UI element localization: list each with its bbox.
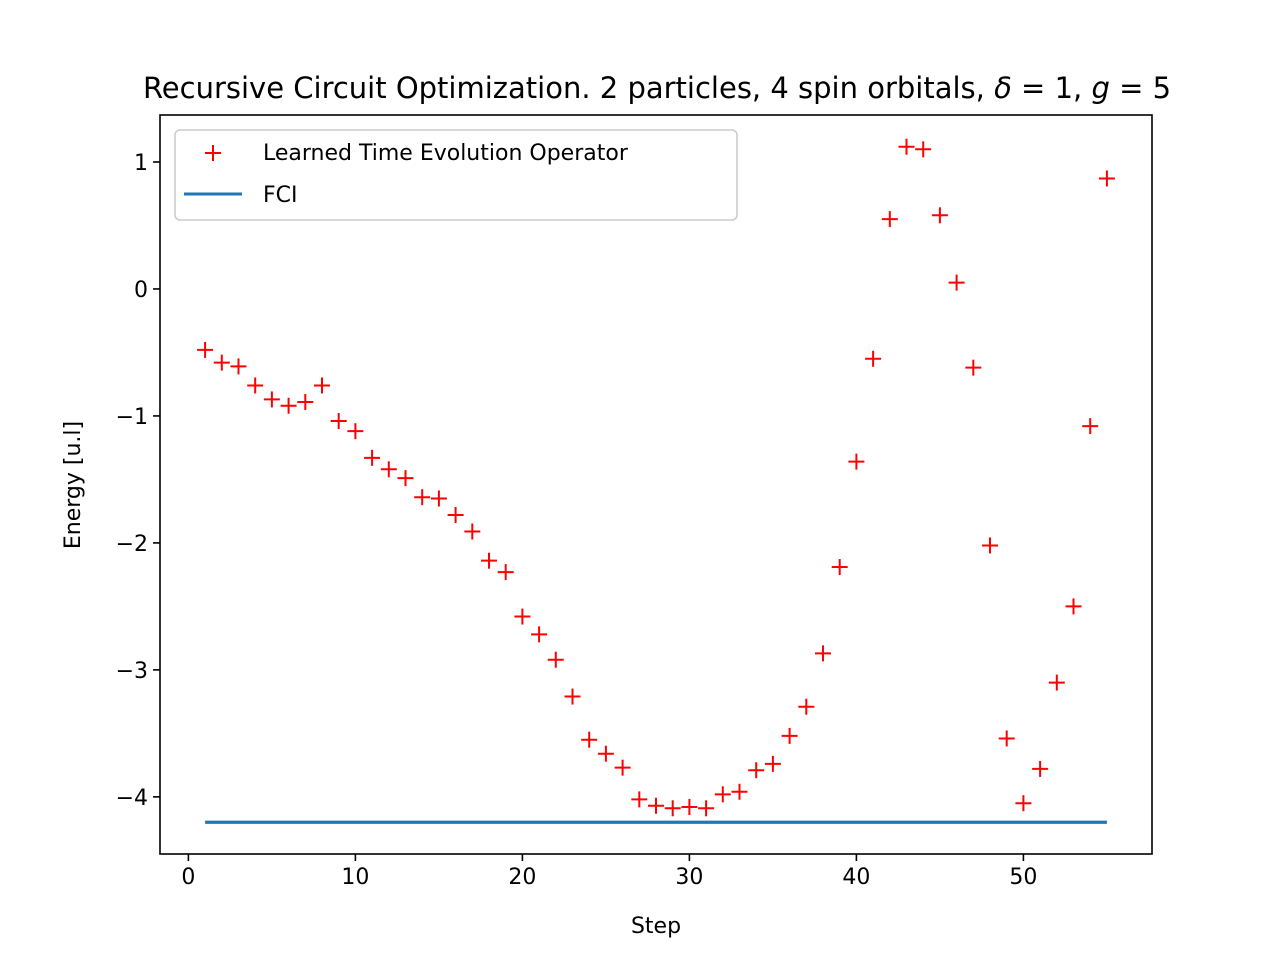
legend-item-learned: Learned Time Evolution Operator bbox=[205, 141, 629, 166]
data-point bbox=[414, 489, 431, 506]
data-point bbox=[698, 800, 715, 817]
data-point bbox=[714, 786, 731, 803]
data-point bbox=[197, 341, 214, 358]
x-tick-label: 50 bbox=[1009, 865, 1037, 890]
data-point bbox=[965, 359, 982, 376]
data-point bbox=[497, 564, 514, 581]
data-point bbox=[1098, 170, 1115, 187]
data-point bbox=[1015, 795, 1032, 812]
y-tick-label: 1 bbox=[134, 151, 148, 176]
chart-title: Recursive Circuit Optimization. 2 partic… bbox=[143, 71, 1171, 105]
y-axis-label: Energy [u.l] bbox=[61, 421, 86, 549]
data-point bbox=[898, 138, 915, 155]
y-tick-label: 0 bbox=[134, 278, 148, 303]
data-point bbox=[848, 453, 865, 470]
data-point bbox=[648, 797, 664, 814]
axes-frame bbox=[159, 114, 1153, 855]
data-point bbox=[1082, 418, 1099, 435]
data-point bbox=[597, 745, 614, 762]
data-point bbox=[781, 727, 798, 744]
data-point bbox=[1032, 760, 1049, 777]
x-tick-label: 10 bbox=[341, 865, 369, 890]
y-tick-label: −2 bbox=[116, 532, 148, 557]
data-point bbox=[531, 626, 548, 643]
data-point bbox=[982, 537, 999, 554]
data-point bbox=[247, 377, 264, 394]
data-point bbox=[581, 731, 598, 748]
data-point bbox=[263, 391, 280, 408]
legend-label-fci: FCI bbox=[263, 183, 298, 208]
x-tick-label: 0 bbox=[181, 865, 195, 890]
x-tick-label: 20 bbox=[508, 865, 536, 890]
data-point bbox=[631, 791, 648, 808]
data-point bbox=[430, 490, 447, 507]
data-point bbox=[915, 141, 932, 158]
data-point bbox=[831, 559, 848, 576]
data-point bbox=[447, 506, 464, 523]
data-point bbox=[931, 207, 948, 224]
data-point bbox=[815, 645, 832, 662]
data-point bbox=[313, 377, 330, 394]
data-point bbox=[280, 397, 297, 414]
data-point bbox=[330, 413, 347, 430]
x-tick-label: 40 bbox=[842, 865, 870, 890]
data-point bbox=[1048, 674, 1065, 691]
x-axis-label: Step bbox=[631, 914, 681, 939]
legend-marker-plus bbox=[205, 145, 221, 161]
data-point bbox=[731, 783, 748, 800]
y-tick-label: −1 bbox=[116, 405, 148, 430]
x-tick-label: 30 bbox=[675, 865, 703, 890]
data-point bbox=[1065, 598, 1082, 615]
legend-label-learned: Learned Time Evolution Operator bbox=[263, 141, 629, 166]
data-point bbox=[347, 423, 364, 440]
data-point bbox=[948, 274, 965, 291]
data-point bbox=[514, 608, 531, 625]
data-point bbox=[865, 350, 882, 367]
data-point bbox=[748, 762, 765, 779]
data-point bbox=[681, 799, 698, 816]
data-point bbox=[364, 449, 381, 466]
data-point bbox=[480, 552, 497, 569]
data-point bbox=[397, 470, 414, 487]
y-axis: 1 0 −1 −2 −3 −4 bbox=[116, 151, 160, 811]
data-point bbox=[664, 800, 681, 817]
x-axis: 0 10 20 30 40 50 bbox=[181, 854, 1037, 890]
data-point bbox=[764, 755, 781, 772]
data-point bbox=[998, 730, 1015, 747]
data-point bbox=[230, 358, 247, 375]
data-point bbox=[547, 651, 564, 668]
plot-area bbox=[197, 138, 1115, 824]
y-tick-label: −4 bbox=[116, 786, 148, 811]
legend-plus-icon bbox=[205, 145, 221, 161]
data-point bbox=[213, 354, 230, 371]
data-point bbox=[297, 393, 314, 410]
data-point bbox=[881, 211, 898, 228]
data-point bbox=[614, 759, 631, 776]
legend-box bbox=[174, 129, 738, 221]
legend: Learned Time Evolution Operator FCI bbox=[174, 129, 738, 221]
y-tick-label: −3 bbox=[116, 659, 148, 684]
data-point bbox=[798, 698, 815, 715]
data-point bbox=[464, 523, 481, 540]
legend-item-fci: FCI bbox=[184, 183, 298, 208]
data-point bbox=[564, 688, 581, 705]
data-point bbox=[380, 461, 397, 478]
